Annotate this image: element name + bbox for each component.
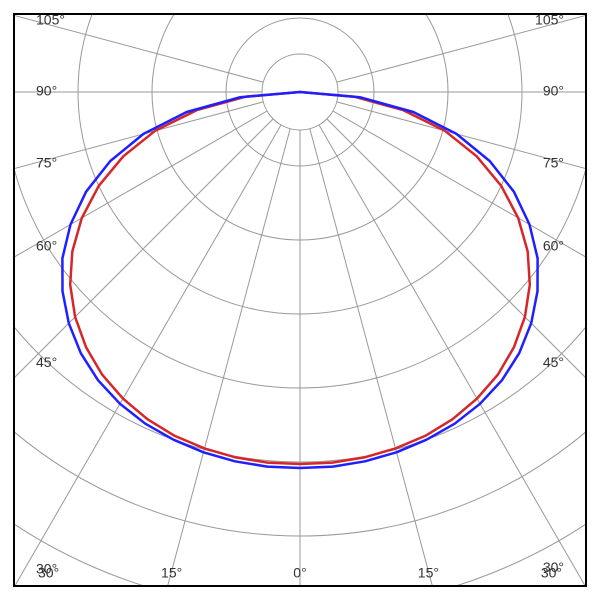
svg-text:105°: 105° bbox=[36, 11, 65, 27]
svg-text:105°: 105° bbox=[535, 11, 564, 27]
polar-chart-container: 105° 90° 75° 60° 45° 30° 105° 90° 75° 60° 45° 30° 15… bbox=[0, 0, 600, 600]
svg-text:90°: 90° bbox=[543, 83, 564, 99]
svg-text:90°: 90° bbox=[36, 83, 57, 99]
svg-text:60°: 60° bbox=[543, 238, 564, 254]
svg-text:75°: 75° bbox=[36, 155, 57, 171]
svg-text:0°: 0° bbox=[293, 565, 306, 581]
svg-text:60°: 60° bbox=[36, 238, 57, 254]
svg-text:45°: 45° bbox=[543, 354, 564, 370]
svg-text:75°: 75° bbox=[543, 155, 564, 171]
svg-text:15°: 15° bbox=[418, 565, 439, 581]
svg-text:45°: 45° bbox=[36, 354, 57, 370]
polar-chart-svg: 105° 90° 75° 60° 45° 30° 105° 90° 75° 60° 45° 30° 15… bbox=[0, 0, 600, 600]
svg-text:30°: 30° bbox=[38, 565, 59, 581]
svg-text:15°: 15° bbox=[161, 565, 182, 581]
svg-text:30°: 30° bbox=[541, 565, 562, 581]
